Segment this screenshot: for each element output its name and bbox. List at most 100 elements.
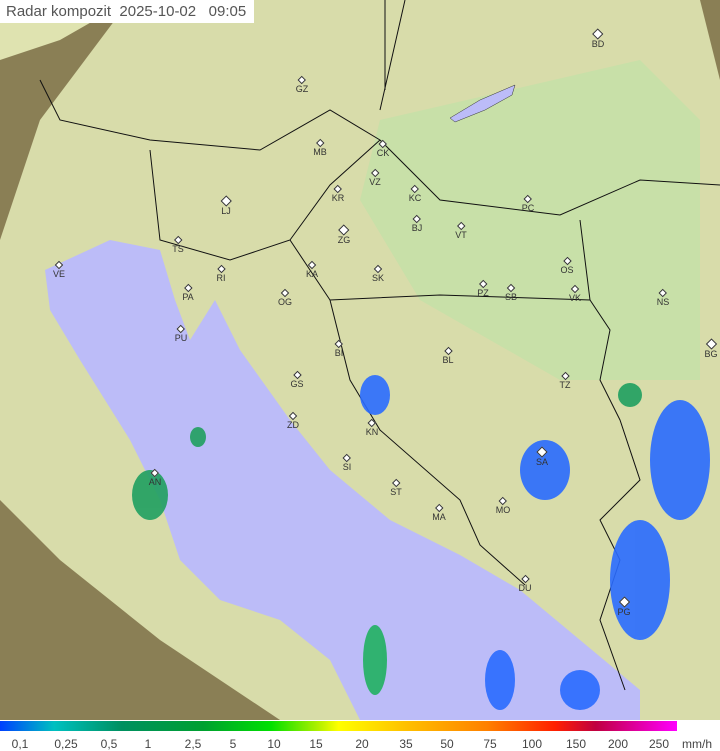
city-label: ZG: [337, 235, 351, 245]
city-marker-pc[interactable]: PC: [522, 194, 534, 213]
city-marker-ka[interactable]: KA: [305, 260, 319, 279]
legend-tick: 15: [309, 737, 323, 751]
city-dot-icon: [523, 194, 533, 204]
city-label: PA: [182, 292, 194, 302]
legend-tick: 100: [521, 737, 543, 751]
city-marker-ri[interactable]: RI: [216, 264, 226, 283]
city-dot-icon: [520, 574, 530, 584]
legend-tick: 0,5: [100, 737, 118, 751]
city-dot-icon: [370, 168, 380, 178]
map-title: Radar kompozit 2025-10-02 09:05: [0, 0, 255, 23]
city-marker-og[interactable]: OG: [278, 288, 292, 307]
legend-tick: 2,5: [184, 737, 202, 751]
city-marker-zd[interactable]: ZD: [287, 411, 299, 430]
city-marker-vt[interactable]: VT: [455, 221, 467, 240]
radar-map[interactable]: [0, 0, 720, 720]
legend-tick: 20: [355, 737, 369, 751]
city-label: SK: [371, 273, 385, 283]
city-label: KN: [365, 427, 379, 437]
city-marker-kn[interactable]: KN: [365, 418, 379, 437]
city-marker-sb[interactable]: SB: [505, 283, 517, 302]
city-dot-icon: [391, 478, 401, 488]
city-marker-bj[interactable]: BJ: [411, 214, 423, 233]
city-marker-zg[interactable]: ZG: [337, 224, 351, 245]
city-label: DU: [518, 583, 532, 593]
city-label: GZ: [295, 84, 309, 94]
city-marker-ts[interactable]: TS: [172, 235, 184, 254]
city-label: BJ: [411, 223, 423, 233]
city-dot-icon: [434, 503, 444, 513]
adriatic-sea: [45, 240, 640, 720]
city-label: KA: [305, 269, 319, 279]
lowland-green: [360, 60, 700, 380]
city-marker-pg[interactable]: PG: [617, 596, 631, 617]
city-marker-vk[interactable]: VK: [568, 284, 582, 303]
city-marker-ck[interactable]: CK: [376, 139, 390, 158]
city-marker-an[interactable]: AN: [149, 468, 161, 487]
city-dot-icon: [443, 346, 453, 356]
city-marker-lj[interactable]: LJ: [220, 195, 232, 216]
city-marker-ve[interactable]: VE: [52, 260, 66, 279]
city-dot-icon: [592, 28, 604, 40]
city-label: PG: [617, 607, 631, 617]
city-marker-vz[interactable]: VZ: [369, 168, 381, 187]
city-dot-icon: [173, 235, 183, 245]
city-dot-icon: [292, 370, 302, 380]
city-label: KR: [331, 193, 345, 203]
city-marker-kc[interactable]: KC: [408, 184, 422, 203]
city-dot-icon: [478, 279, 488, 289]
title-time: 09:05: [208, 3, 247, 20]
city-marker-gs[interactable]: GS: [290, 370, 304, 389]
lake-balaton: [449, 84, 516, 123]
city-marker-kr[interactable]: KR: [331, 184, 345, 203]
city-marker-sa[interactable]: SA: [535, 446, 549, 467]
city-label: CK: [376, 148, 390, 158]
city-marker-sk[interactable]: SK: [371, 264, 385, 283]
city-dot-icon: [560, 371, 570, 381]
city-dot-icon: [658, 288, 668, 298]
city-marker-bd[interactable]: BD: [591, 28, 605, 49]
legend-tick: 1: [144, 737, 152, 751]
city-label: KC: [408, 193, 422, 203]
city-marker-bl[interactable]: BL: [442, 346, 454, 365]
city-marker-ma[interactable]: MA: [432, 503, 446, 522]
city-marker-mo[interactable]: MO: [496, 496, 510, 515]
city-dot-icon: [373, 264, 383, 274]
city-marker-bg[interactable]: BG: [704, 338, 718, 359]
city-marker-pa[interactable]: PA: [182, 283, 194, 302]
city-dot-icon: [220, 195, 232, 207]
city-marker-pu[interactable]: PU: [175, 324, 187, 343]
city-marker-os[interactable]: OS: [560, 256, 574, 275]
city-label: SA: [535, 457, 549, 467]
city-dot-icon: [176, 324, 186, 334]
city-dot-icon: [506, 283, 516, 293]
city-dot-icon: [570, 284, 580, 294]
city-marker-si[interactable]: SI: [343, 453, 351, 472]
legend-tick: 50: [440, 737, 454, 751]
city-marker-pz[interactable]: PZ: [477, 279, 489, 298]
city-dot-icon: [280, 288, 290, 298]
city-dot-icon: [412, 214, 422, 224]
city-label: RI: [216, 273, 226, 283]
city-dot-icon: [705, 338, 717, 350]
city-dot-icon: [562, 256, 572, 266]
city-dot-icon: [618, 596, 630, 608]
city-marker-bi[interactable]: BI: [335, 339, 343, 358]
city-label: VK: [568, 293, 582, 303]
legend-tick: 0,25: [54, 737, 78, 751]
city-label: BD: [591, 39, 605, 49]
city-dot-icon: [307, 260, 317, 270]
city-dot-icon: [378, 139, 388, 149]
city-marker-ns[interactable]: NS: [657, 288, 669, 307]
city-dot-icon: [333, 184, 343, 194]
city-label: ZD: [287, 420, 299, 430]
city-marker-mb[interactable]: MB: [313, 138, 327, 157]
city-marker-tz[interactable]: TZ: [560, 371, 571, 390]
city-label: BG: [704, 349, 718, 359]
precipitation-legend: 0,1 0,25 0,5 1 2,5 5 10 15 20 35 50 75 100 150 200 250 …: [0, 720, 720, 751]
city-marker-du[interactable]: DU: [518, 574, 532, 593]
city-label: VE: [52, 269, 66, 279]
city-marker-gz[interactable]: GZ: [295, 75, 309, 94]
city-label: PZ: [477, 288, 489, 298]
city-marker-st[interactable]: ST: [390, 478, 402, 497]
